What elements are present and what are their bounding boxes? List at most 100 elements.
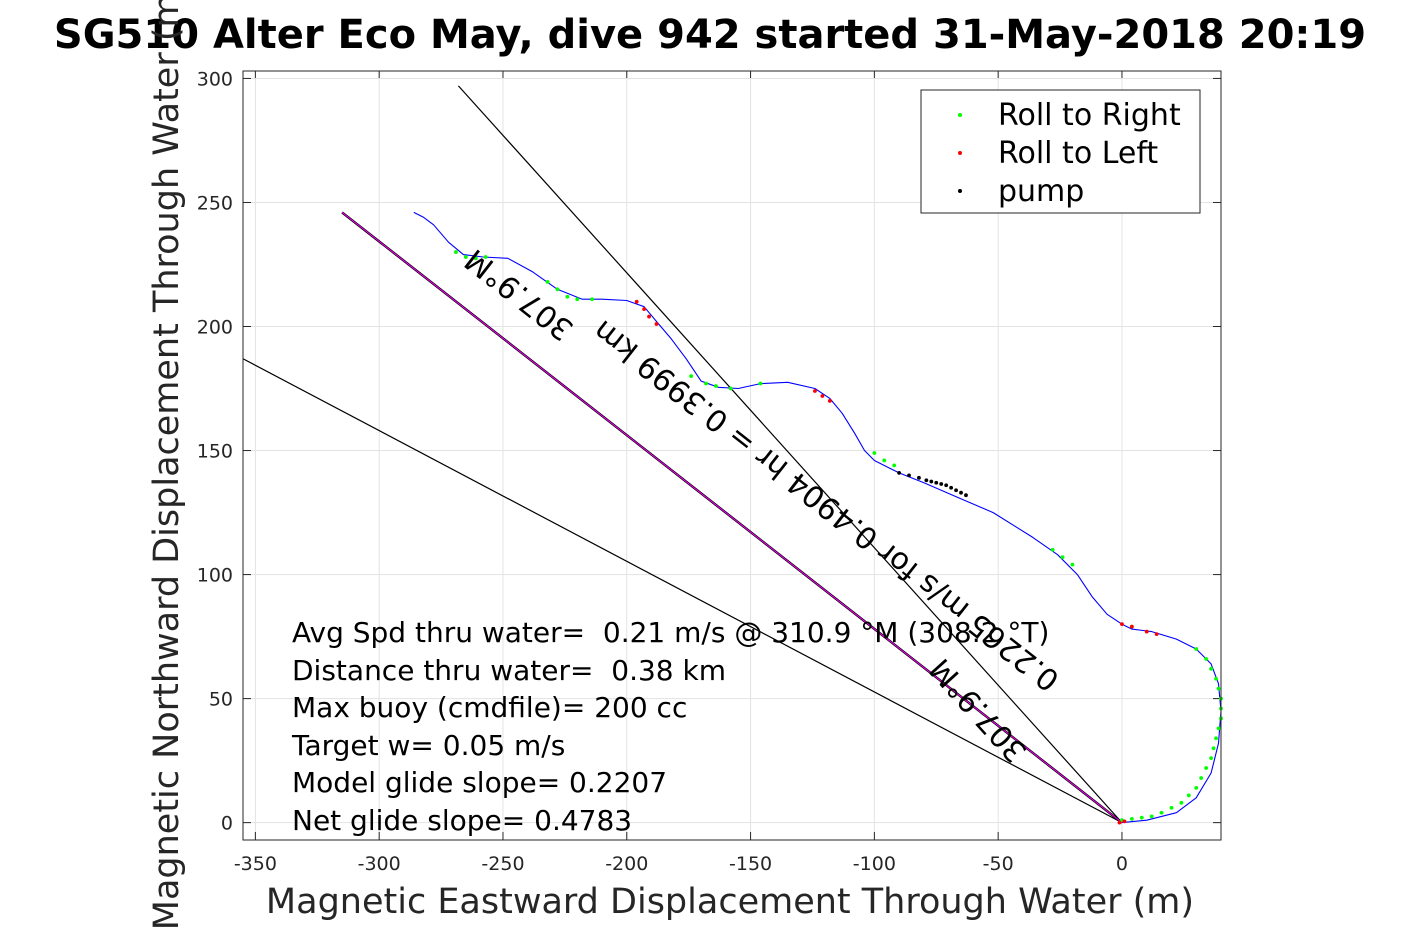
roll-left-point: [634, 299, 639, 304]
roll-right-point: [728, 386, 733, 391]
roll-right-point: [1060, 555, 1065, 560]
x-tick-label: -350: [234, 853, 277, 875]
roll-left-point: [813, 389, 817, 393]
chart-title: SG510 Alter Eco May, dive 942 started 31…: [54, 12, 1366, 58]
legend-label-roll-right: Roll to Right: [998, 98, 1181, 133]
glider-track-line: [413, 211, 1222, 824]
roll-right-point: [1209, 756, 1213, 761]
track-series: [413, 211, 1222, 824]
legend-marker-roll-left: [958, 151, 962, 155]
y-tick-label: 0: [221, 813, 233, 835]
legend-label-roll-left: Roll to Left: [998, 136, 1158, 171]
pump-point: [964, 493, 968, 498]
legend-marker-roll-right: [958, 113, 962, 117]
annotation-net-glide-slope: Net glide slope= 0.4783: [292, 804, 632, 837]
roll-right-point: [575, 297, 580, 302]
roll-right-point: [1211, 746, 1216, 751]
roll-right-point: [454, 250, 458, 254]
roll-left-point: [1120, 622, 1124, 627]
marker-series: [454, 250, 1223, 825]
roll-right-point: [1149, 814, 1154, 819]
annotation-max-buoy: Max buoy (cmdfile)= 200 cc: [292, 691, 687, 724]
roll-right-point: [1214, 736, 1218, 741]
roll-left-point: [1117, 820, 1122, 825]
pump-point: [934, 480, 939, 485]
pump-point: [907, 473, 911, 478]
legend-box: [920, 89, 1201, 214]
y-tick-label: 50: [209, 689, 233, 711]
roll-right-point: [1216, 686, 1221, 691]
pump-point: [949, 485, 954, 490]
roll-right-point: [872, 451, 877, 455]
roll-left-point: [1129, 624, 1134, 629]
roll-right-point: [463, 255, 468, 259]
stats-annotations: Avg Spd thru water= 0.21 m/s @ 310.9 °M …: [291, 616, 1049, 837]
roll-right-point: [473, 256, 478, 261]
roll-right-point: [1214, 676, 1218, 681]
roll-left-point: [1154, 632, 1159, 637]
y-tick-label: 150: [197, 441, 233, 463]
roll-left-point: [654, 322, 659, 326]
annotation-distance: Distance thru water= 0.38 km: [292, 654, 726, 687]
roll-left-point: [1122, 819, 1127, 824]
legend-label-pump: pump: [998, 174, 1084, 209]
roll-left-point: [827, 399, 832, 403]
roll-right-point: [545, 279, 550, 284]
roll-right-point: [1204, 657, 1209, 661]
line-label: 307.9°M: [459, 241, 580, 347]
roll-right-point: [1216, 726, 1221, 731]
roll-right-point: [1186, 793, 1191, 798]
x-tick-label: -150: [729, 853, 772, 875]
x-tick-label: 0: [1116, 853, 1128, 875]
roll-right-point: [1199, 776, 1204, 780]
roll-right-point: [758, 381, 763, 386]
roll-right-point: [882, 458, 887, 463]
roll-left-point: [642, 307, 647, 312]
roll-right-point: [1070, 562, 1075, 567]
pump-point: [939, 482, 944, 486]
y-tick-label: 300: [197, 68, 233, 90]
y-tick-label: 100: [197, 565, 233, 587]
pump-point: [897, 470, 902, 475]
net-displacement-line: [341, 212, 1123, 824]
x-tick-label: -100: [853, 853, 896, 875]
roll-right-point: [483, 255, 488, 259]
roll-right-point: [1139, 815, 1144, 820]
pump-point: [959, 490, 963, 495]
y-tick-label: 250: [197, 192, 233, 214]
roll-right-point: [1169, 805, 1174, 810]
heading-line: [242, 358, 1123, 824]
x-tick-label: -200: [605, 853, 648, 875]
roll-right-point: [1209, 666, 1213, 671]
annotation-model-glide-slope: Model glide slope= 0.2207: [292, 766, 667, 799]
roll-right-point: [1194, 647, 1199, 651]
x-tick-label: -50: [983, 853, 1014, 875]
y-tick-label: 200: [197, 317, 233, 339]
pump-point: [929, 479, 934, 484]
x-tick-label: -300: [358, 853, 401, 875]
x-tick-labels: -350 -300 -250 -200 -150 -100 -50 0: [234, 853, 1128, 875]
roll-right-point: [1050, 547, 1055, 552]
roll-left-point: [820, 394, 825, 398]
roll-right-point: [704, 381, 708, 386]
roll-right-point: [689, 374, 694, 379]
annotation-avg-speed: Avg Spd thru water= 0.21 m/s @ 310.9 °M …: [292, 616, 1049, 649]
plot-frame: [242, 70, 1222, 841]
heading-line: [457, 85, 1123, 824]
roll-right-point: [1159, 810, 1164, 815]
pump-point: [924, 478, 929, 483]
x-axis-label: Magnetic Eastward Displacement Through W…: [266, 882, 1194, 922]
roll-right-point: [1204, 766, 1209, 770]
roll-right-point: [565, 294, 570, 299]
reference-lines: [242, 85, 1123, 824]
roll-right-point: [590, 297, 595, 302]
pump-point: [944, 483, 949, 488]
roll-right-point: [1194, 786, 1199, 790]
y-axis-label: Magnetic Northward Displacement Through …: [147, 0, 187, 930]
pump-point: [954, 488, 958, 493]
y-tick-labels: 0 50 100 150 200 250 300: [197, 68, 233, 834]
legend-marker-pump: [958, 189, 962, 193]
roll-right-point: [1129, 817, 1134, 821]
pump-point: [917, 475, 921, 480]
